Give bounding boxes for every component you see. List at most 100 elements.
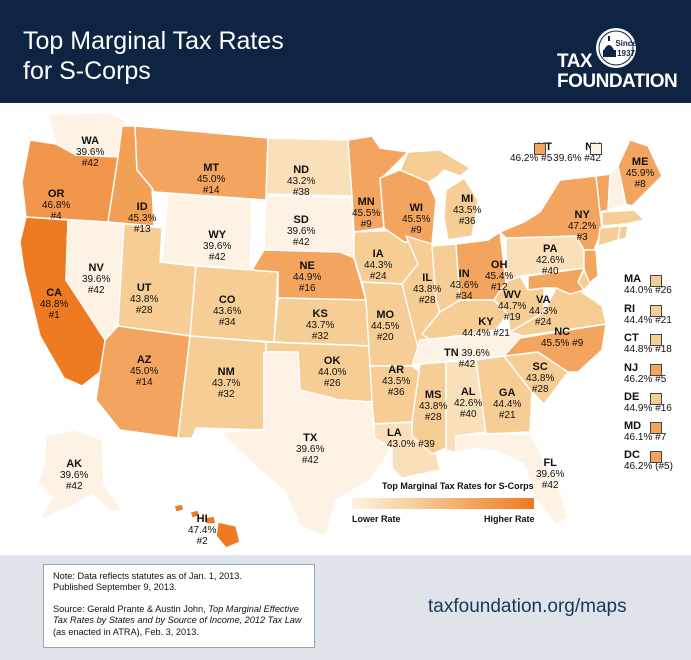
state-rate: 43.7% xyxy=(212,378,241,389)
source-title: Top Marginal Effective Tax Rates by Stat… xyxy=(53,603,302,626)
state-label-ky: KY 44.4% #21 xyxy=(462,316,510,339)
state-shape-ak xyxy=(37,429,123,521)
state-shape-me xyxy=(617,139,663,207)
callout-rank: #7 xyxy=(655,432,667,443)
state-label-la: LA 43.0% #39 xyxy=(387,427,435,450)
callout-ma: MA 44.0% #26 xyxy=(624,274,672,297)
state-rate: 47.2% xyxy=(568,221,597,232)
state-rank: #20 xyxy=(376,332,394,343)
callout-swatch-ma xyxy=(650,275,662,287)
state-rank: #26 xyxy=(323,378,341,389)
state-label-co: CO 43.6% #34 xyxy=(213,294,241,328)
callout-abbr: RI xyxy=(624,303,635,315)
state-rate: 39.6% xyxy=(82,274,111,285)
state-abbr: ME xyxy=(631,156,649,168)
state-label-ks: KS 43.7% #32 xyxy=(306,308,334,342)
state-label-va: VA 44.3% #24 xyxy=(529,294,557,328)
state-rank: #32 xyxy=(217,389,235,400)
state-label-nm: NM 43.7% #32 xyxy=(212,366,240,400)
state-rank: #36 xyxy=(458,216,476,227)
state-abbr: MI xyxy=(461,193,474,205)
state-abbr: CA xyxy=(46,287,63,299)
state-label-ca: CA 48.8% #1 xyxy=(40,287,68,321)
state-rank: #39 xyxy=(418,439,435,450)
state-label-al: AL 42.6% #40 xyxy=(454,386,482,420)
state-label-ms: MS 43.8% #28 xyxy=(419,389,447,423)
state-rank: #12 xyxy=(490,282,508,293)
state-label-ia: IA 44.3% #24 xyxy=(364,248,392,282)
state-rank: #16 xyxy=(298,283,316,294)
state-label-ok: OK 44.0% #26 xyxy=(318,355,346,389)
callout-rate: 44.9% xyxy=(624,403,653,414)
callout-rank: #26 xyxy=(655,285,672,296)
state-rate: 45.9% xyxy=(626,168,655,179)
state-rate: 44.9% xyxy=(293,272,322,283)
state-abbr: HI xyxy=(196,513,208,525)
callout-rate: 44.0% xyxy=(624,285,653,296)
state-label-mt: MT 45.0% #14 xyxy=(197,162,225,196)
state-shape-md xyxy=(527,267,585,295)
state-rank: #21 xyxy=(498,410,516,421)
state-rate: 44.3% xyxy=(364,260,393,271)
callout-swatch-dc xyxy=(650,451,662,463)
state-rate: 44.4% xyxy=(462,328,491,339)
state-abbr: NC xyxy=(554,326,571,338)
state-abbr: ND xyxy=(293,164,310,176)
state-rank: #42 xyxy=(301,455,319,466)
callout-rate: 44.8% xyxy=(624,344,653,355)
callout-rank: #42 xyxy=(584,153,601,164)
tax-foundation-logo: Since 1937 TAX FOUNDATION xyxy=(555,22,685,98)
state-abbr: UT xyxy=(136,282,152,294)
state-abbr: ID xyxy=(136,201,148,213)
state-rate: 43.0% xyxy=(387,439,416,450)
state-label-wi: WI 45.5% #9 xyxy=(402,202,430,236)
state-label-ny: NY 47.2% #3 xyxy=(568,209,596,243)
state-rate: 39.6% xyxy=(461,348,490,359)
callout-rank: (#5) xyxy=(655,461,673,472)
state-label-il: IL 43.8% #28 xyxy=(413,272,441,306)
state-shape-nj xyxy=(583,249,599,285)
state-rank: #40 xyxy=(541,266,559,277)
legend-low-label: Lower Rate xyxy=(352,514,401,524)
state-shape-mi xyxy=(399,149,479,241)
state-rank: #28 xyxy=(135,305,153,316)
state-rank: #9 xyxy=(572,338,584,349)
state-label-mo: MO 44.5% #20 xyxy=(371,309,399,343)
state-rate: 45.0% xyxy=(197,174,226,185)
state-label-ut: UT 43.8% #28 xyxy=(130,282,158,316)
state-abbr: SC xyxy=(532,361,548,373)
state-rate: 44.0% xyxy=(318,367,347,378)
state-rank: #42 xyxy=(458,359,476,370)
state-rate: 44.3% xyxy=(529,306,558,317)
state-label-wa: WA 39.6% #42 xyxy=(76,135,104,169)
state-label-sc: SC 43.8% #28 xyxy=(526,361,554,395)
callout-rank: #18 xyxy=(655,344,672,355)
state-abbr: WA xyxy=(81,135,100,147)
state-abbr: MN xyxy=(357,196,375,208)
source-prefix: Source: Gerald Prante & Austin John, xyxy=(53,603,209,614)
state-rate: 42.6% xyxy=(536,255,565,266)
state-rate: 45.4% xyxy=(485,271,514,282)
state-shape-nc xyxy=(503,323,607,373)
state-label-tn: TN 39.6% #42 xyxy=(444,347,490,370)
source-suffix: (as enacted in ATRA), Feb. 3, 2013. xyxy=(53,626,199,637)
note-line-1: Note: Data reflects statutes as of Jan. … xyxy=(53,571,242,581)
callout-abbr: DC xyxy=(624,449,640,461)
state-abbr: OH xyxy=(490,259,508,271)
state-rank: #24 xyxy=(534,317,552,328)
state-abbr: AL xyxy=(460,386,476,398)
state-rate: 42.6% xyxy=(454,398,483,409)
state-rate: 45.5% xyxy=(352,208,381,219)
state-rate: 44.4% xyxy=(493,399,522,410)
state-abbr: AZ xyxy=(136,354,152,366)
state-abbr: AR xyxy=(388,364,405,376)
state-abbr: FL xyxy=(543,457,557,469)
maps-url-link[interactable]: taxfoundation.org/maps xyxy=(428,596,627,617)
callout-swatch-de xyxy=(650,393,662,405)
callout-de: DE 44.9% #16 xyxy=(624,392,672,415)
state-rate: 45.5% xyxy=(402,214,431,225)
header-banner: Top Marginal Tax Rates for S-Corps Since… xyxy=(0,0,691,103)
state-rank: #42 xyxy=(87,285,105,296)
callout-rank: #16 xyxy=(655,403,672,414)
state-abbr: NM xyxy=(217,366,235,378)
